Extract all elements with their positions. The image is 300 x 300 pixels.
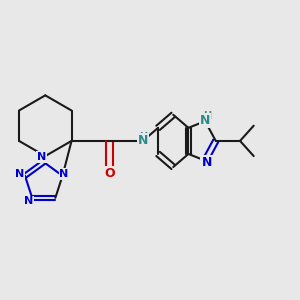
Text: H: H xyxy=(140,132,148,142)
Text: H: H xyxy=(203,111,211,121)
Text: N: N xyxy=(59,169,69,179)
Text: N: N xyxy=(138,134,148,147)
Text: O: O xyxy=(104,167,115,180)
Text: N: N xyxy=(200,114,210,127)
Text: N: N xyxy=(202,156,212,169)
Text: N: N xyxy=(37,152,46,162)
Text: N: N xyxy=(15,169,24,179)
Text: N: N xyxy=(24,196,33,206)
